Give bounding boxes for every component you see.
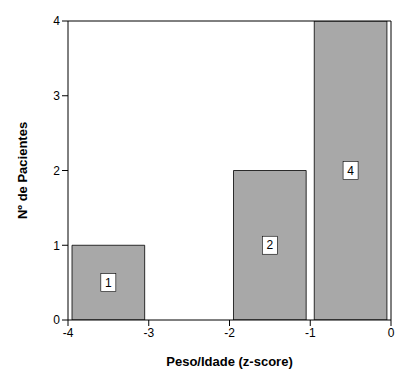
svg-text:-3: -3 — [143, 326, 154, 340]
svg-text:3: 3 — [53, 89, 60, 103]
svg-text:0: 0 — [53, 313, 60, 327]
svg-text:0: 0 — [388, 326, 395, 340]
svg-text:2: 2 — [53, 164, 60, 178]
svg-text:1: 1 — [105, 276, 112, 290]
svg-text:1: 1 — [53, 239, 60, 253]
svg-text:2: 2 — [266, 238, 273, 252]
svg-text:4: 4 — [53, 14, 60, 28]
svg-text:-4: -4 — [63, 326, 74, 340]
svg-text:4: 4 — [347, 164, 354, 178]
svg-text:Nº de Pacientes: Nº de Pacientes — [15, 122, 30, 219]
svg-text:Peso/Idade (z-score): Peso/Idade (z-score) — [166, 354, 292, 369]
svg-text:-1: -1 — [305, 326, 316, 340]
svg-text:-2: -2 — [224, 326, 235, 340]
